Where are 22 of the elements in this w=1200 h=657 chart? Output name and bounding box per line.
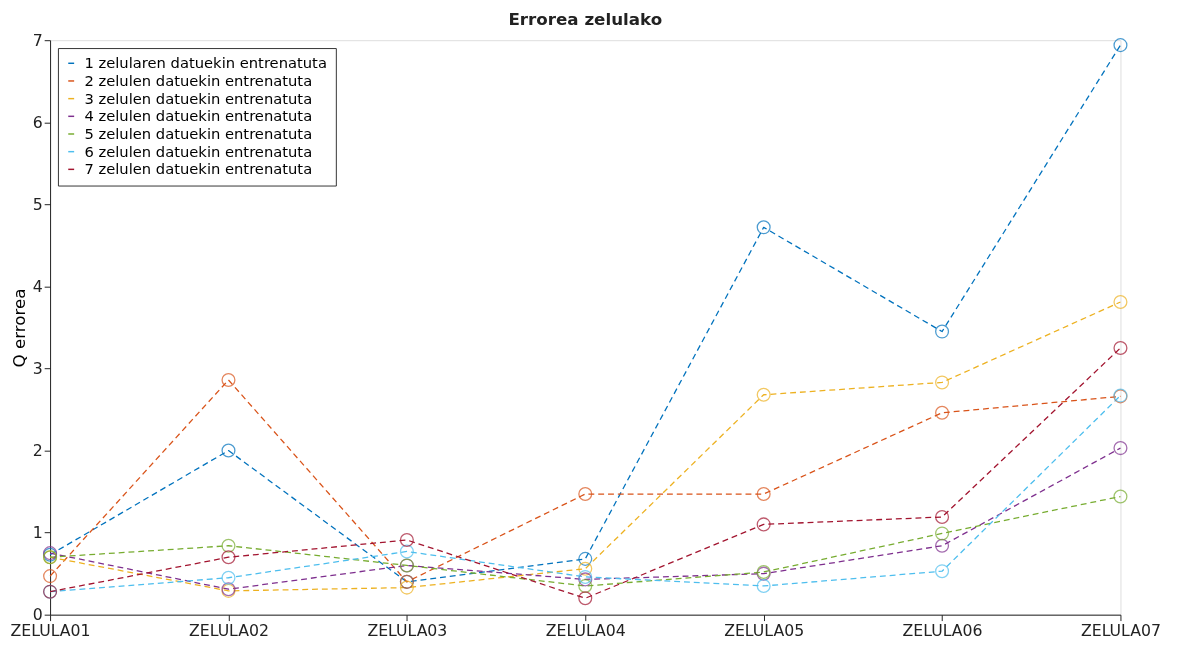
- x-tick-label: ZELULA04: [545, 620, 626, 640]
- legend-label: 1 zelularen datuekin entrenatuta: [84, 54, 327, 72]
- y-tick-label: 2: [32, 440, 43, 460]
- y-tick-label: 7: [32, 30, 43, 50]
- x-tick-label: ZELULA06: [902, 620, 983, 640]
- y-tick-label: 5: [32, 194, 43, 214]
- legend-label: 2 zelulen datuekin entrenatuta: [84, 71, 313, 89]
- y-tick-label: 6: [32, 112, 43, 132]
- legend-label: 4 zelulen datuekin entrenatuta: [84, 107, 313, 125]
- legend-label: 3 zelulen datuekin entrenatuta: [84, 89, 313, 107]
- y-tick-label: 4: [32, 276, 43, 296]
- x-tick-label: ZELULA07: [1080, 620, 1161, 640]
- y-tick-label: 1: [32, 523, 43, 543]
- chart-title: Errorea zelulako: [508, 9, 663, 29]
- x-tick-label: ZELULA03: [367, 620, 448, 640]
- y-axis-title: Q errorea: [9, 288, 29, 368]
- legend-label: 7 zelulen datuekin entrenatuta: [84, 160, 313, 178]
- x-tick-label: ZELULA02: [188, 620, 269, 640]
- legend-label: 5 zelulen datuekin entrenatuta: [84, 124, 313, 142]
- y-tick-label: 3: [32, 358, 43, 378]
- legend-label: 6 zelulen datuekin entrenatuta: [84, 142, 313, 160]
- x-tick-label: ZELULA05: [724, 620, 805, 640]
